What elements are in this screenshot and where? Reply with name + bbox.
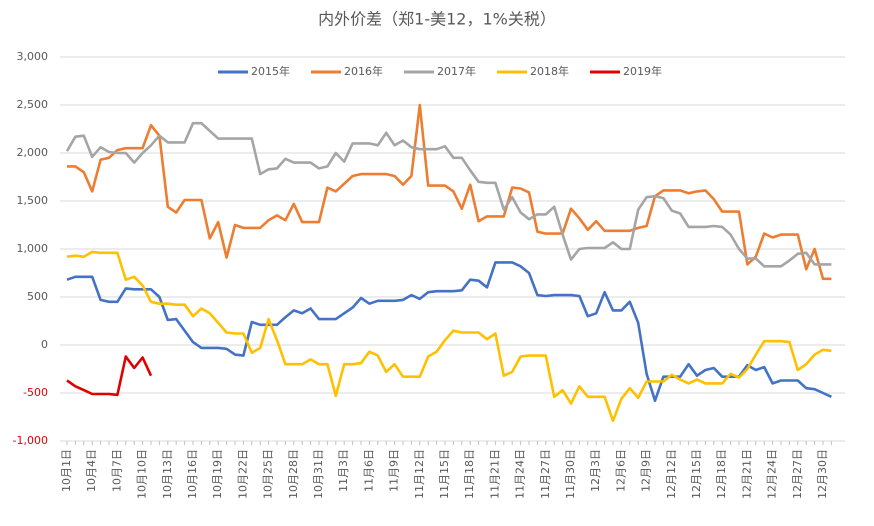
y-tick-label: 2,500 bbox=[17, 98, 49, 111]
x-tick-label: 11月30日 bbox=[564, 449, 577, 499]
y-tick-label: 0 bbox=[41, 338, 48, 351]
legend-label: 2019年 bbox=[623, 64, 662, 78]
series-line bbox=[65, 121, 832, 268]
x-tick-label: 10月1日 bbox=[60, 449, 73, 492]
x-tick-label: 12月24日 bbox=[766, 449, 779, 499]
x-tick-label: 12月18日 bbox=[715, 449, 728, 499]
x-tick-label: 10月16日 bbox=[186, 449, 199, 499]
legend-label: 2015年 bbox=[251, 64, 290, 78]
x-tick-label: 10月19日 bbox=[211, 449, 224, 499]
x-tick-label: 12月3日 bbox=[589, 449, 602, 492]
x-tick-label: 12月15日 bbox=[690, 449, 703, 499]
x-tick-label: 11月6日 bbox=[362, 449, 375, 492]
x-tick-label: 12月6日 bbox=[614, 449, 627, 492]
legend-label: 2016年 bbox=[344, 64, 383, 78]
x-tick-label: 10月10日 bbox=[136, 449, 149, 499]
series-line bbox=[67, 103, 832, 281]
series-line bbox=[66, 261, 832, 402]
x-tick-label: 10月7日 bbox=[110, 449, 123, 492]
chart-title: 内外价差（郑1-美12，1%关税） bbox=[318, 10, 556, 29]
legend-label: 2017年 bbox=[437, 64, 476, 78]
x-tick-label: 11月9日 bbox=[388, 449, 401, 492]
y-tick-label: 2,000 bbox=[17, 146, 49, 159]
series-line bbox=[66, 250, 832, 423]
x-tick-label: 11月12日 bbox=[413, 449, 426, 499]
x-tick-label: 11月27日 bbox=[539, 449, 552, 499]
x-tick-label: 12月12日 bbox=[665, 449, 678, 499]
series-line bbox=[66, 355, 153, 397]
x-tick-label: 10月31日 bbox=[312, 449, 325, 499]
x-tick-label: 10月28日 bbox=[287, 449, 300, 499]
x-tick-label: 12月9日 bbox=[640, 449, 653, 492]
y-tick-label: -1,000 bbox=[13, 434, 48, 447]
x-tick-label: 11月15日 bbox=[438, 449, 451, 499]
y-tick-label: 500 bbox=[27, 290, 48, 303]
x-tick-label: 12月27日 bbox=[791, 449, 804, 499]
x-tick-label: 10月4日 bbox=[85, 449, 98, 492]
x-tick-label: 11月21日 bbox=[488, 449, 501, 499]
y-tick-label: 1,000 bbox=[17, 242, 49, 255]
legend-label: 2018年 bbox=[530, 64, 569, 78]
x-tick-label: 11月18日 bbox=[463, 449, 476, 499]
y-tick-label: 1,500 bbox=[17, 194, 49, 207]
y-tick-label: -500 bbox=[23, 386, 48, 399]
x-tick-label: 12月30日 bbox=[816, 449, 829, 499]
x-tick-label: 10月22日 bbox=[236, 449, 249, 499]
x-tick-label: 11月24日 bbox=[514, 449, 527, 499]
x-tick-label: 12月21日 bbox=[740, 449, 753, 499]
x-tick-label: 10月13日 bbox=[161, 449, 174, 499]
x-tick-label: 11月3日 bbox=[337, 449, 350, 492]
x-tick-label: 10月25日 bbox=[262, 449, 275, 499]
y-tick-label: 3,000 bbox=[17, 50, 49, 63]
